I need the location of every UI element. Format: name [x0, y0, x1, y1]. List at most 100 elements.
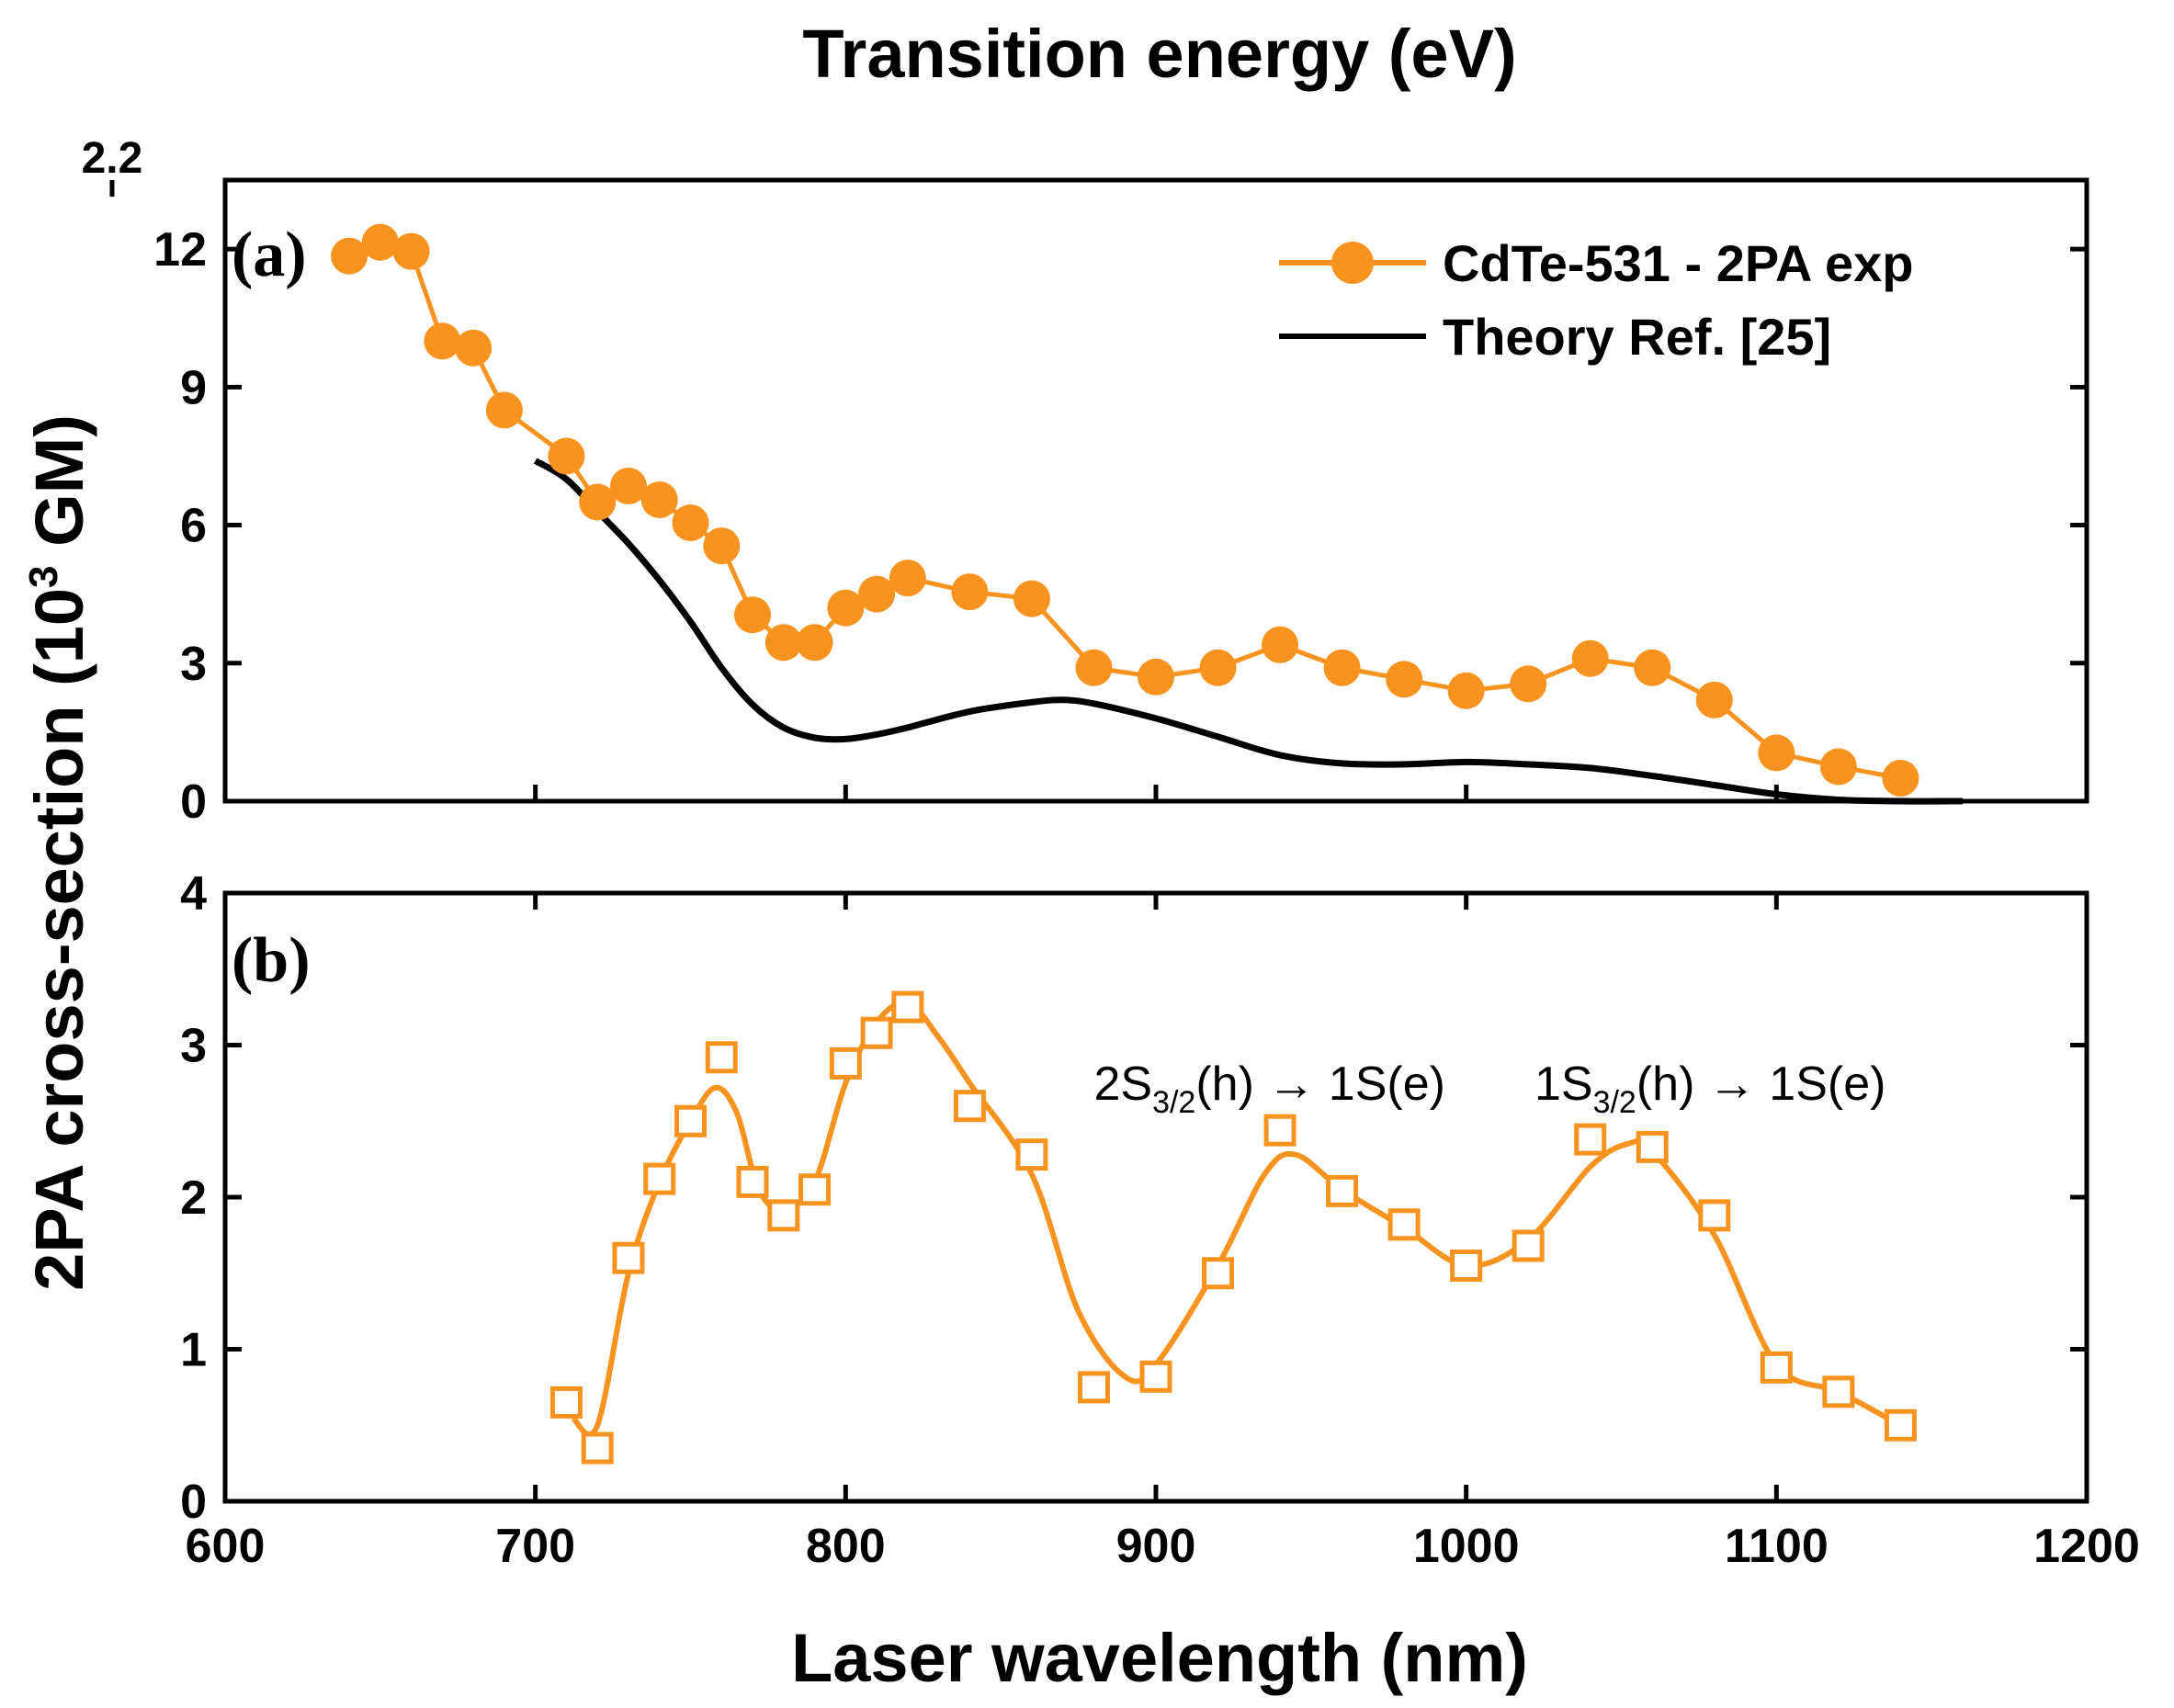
panel-b-label: (b)	[232, 925, 311, 996]
a-y-tick-label: 3	[180, 638, 207, 691]
exp-point	[796, 624, 833, 662]
panel-a-series	[331, 223, 1963, 805]
panel-a: 0 3 6 9 12 (a) CdTe-531 - 2PA exp Theory Ref…	[153, 177, 2089, 829]
b-x-tick-label: 1000	[1413, 1520, 1520, 1573]
data-point-square	[1077, 1371, 1110, 1404]
legend: CdTe-531 - 2PA exp Theory Ref. [25]	[1279, 234, 1913, 366]
legend-exp-label: CdTe-531 - 2PA exp	[1443, 234, 1913, 292]
data-point-square	[1263, 1114, 1296, 1147]
exp-point	[1510, 665, 1547, 703]
b-y-tick-label: 0	[180, 1476, 207, 1529]
b-x-tick-label: 900	[1116, 1520, 1196, 1573]
data-point-square	[1015, 1138, 1048, 1171]
a-y-tick-label: 12	[153, 223, 207, 277]
annotation-subscript: 3/2	[1152, 1085, 1195, 1120]
annotation-arrow: →	[1267, 1058, 1315, 1111]
exp-point	[734, 596, 772, 634]
data-point-square	[1636, 1130, 1669, 1163]
b-y-tick-label: 3	[180, 1020, 207, 1073]
annotation-hole: (h)	[1636, 1058, 1708, 1111]
annotation-target: 1S(e)	[1315, 1058, 1445, 1111]
top-tick-label: 2.2	[82, 134, 143, 183]
b-x-tick-label: 700	[495, 1520, 575, 1573]
data-point-square	[736, 1165, 769, 1198]
exp-point	[1634, 649, 1671, 686]
exp-point	[858, 575, 896, 613]
exp-point	[640, 481, 678, 519]
y-axis-title-exponent: 3	[21, 565, 66, 587]
exp-point	[1386, 661, 1423, 698]
data-point-square	[1202, 1257, 1235, 1290]
data-point-square	[767, 1199, 800, 1232]
exp-point	[1199, 649, 1237, 686]
x-axis-title: Laser wavelength (nm)	[791, 1620, 1528, 1696]
data-point-square	[829, 1046, 862, 1080]
panel-a-label: (a)	[232, 220, 307, 290]
data-point-square	[1387, 1208, 1421, 1241]
b-y-tick-label: 2	[180, 1171, 207, 1225]
panel-b-annotations: 2S3/2(h) → 1S(e) 1S3/2(h) → 1S(e)	[1093, 1058, 1885, 1120]
exp-point	[361, 223, 399, 261]
exp-point	[579, 483, 617, 521]
top-axis-title: Transition energy (eV)	[802, 16, 1516, 92]
data-point-square	[1450, 1249, 1483, 1282]
exp-point	[331, 237, 368, 275]
b-y-tick-label: 1	[180, 1324, 207, 1377]
data-point-square	[705, 1041, 738, 1074]
exp-point	[1447, 672, 1485, 709]
data-point-square	[674, 1104, 707, 1137]
exp-point	[951, 573, 989, 611]
fit-curve	[571, 999, 1902, 1438]
annotation-state: 2S	[1093, 1058, 1152, 1111]
a-y-tick-label: 9	[180, 361, 207, 414]
panel-b-frame	[222, 890, 2089, 1504]
exp-point	[1138, 658, 1174, 696]
panel-b-ticks: 0 1 2 3 4 600 700 800 900 1000 1100 1200	[180, 867, 2140, 1573]
data-point-square	[953, 1090, 986, 1123]
exp-point	[703, 527, 741, 565]
data-point-square	[860, 1016, 893, 1049]
exp-point	[609, 467, 647, 504]
exp-point	[392, 232, 430, 270]
y-axis-title-tail: GM)	[21, 414, 97, 565]
data-point-square	[1822, 1375, 1855, 1408]
data-point-square	[1326, 1174, 1359, 1207]
exp-point	[1571, 639, 1609, 677]
data-point-square	[549, 1386, 583, 1419]
a-y-tick-label: 6	[180, 500, 207, 553]
b-x-tick-label: 1100	[1725, 1520, 1829, 1573]
exp-point	[1013, 580, 1050, 617]
exp-point	[764, 624, 802, 662]
legend-exp-marker	[1331, 242, 1374, 284]
b-x-tick-label: 600	[186, 1520, 266, 1573]
top-energy-axis: 43.83.63.43.232.82.62.42.2	[82, 134, 143, 197]
data-point-square	[643, 1162, 676, 1195]
annotation-target: 1S(e)	[1756, 1058, 1886, 1111]
data-point-square	[1760, 1351, 1793, 1384]
data-point-square	[1884, 1408, 1917, 1442]
annotation-hole: (h)	[1195, 1058, 1267, 1111]
exp-point	[1075, 649, 1113, 686]
panel-b-series	[549, 990, 1917, 1465]
exp-point	[827, 589, 865, 627]
annotation-arrow: →	[1708, 1058, 1756, 1111]
data-point-square	[1139, 1360, 1172, 1393]
annotation-state: 1S	[1534, 1058, 1593, 1111]
exp-point	[548, 437, 585, 475]
data-point-square	[1512, 1229, 1545, 1262]
annotation-subscript: 3/2	[1593, 1085, 1636, 1120]
data-point-square	[798, 1173, 832, 1206]
exp-point	[485, 391, 523, 429]
exp-point	[424, 322, 461, 360]
transition-annotation: 2S3/2(h) → 1S(e)	[1093, 1058, 1444, 1120]
data-point-square	[1698, 1199, 1731, 1232]
a-y-tick-label: 0	[180, 775, 207, 829]
theory-curve	[533, 458, 1963, 805]
exp-point	[889, 560, 926, 597]
transition-annotation: 1S3/2(h) → 1S(e)	[1534, 1058, 1885, 1120]
panel-a-ticks: 0 3 6 9 12	[153, 223, 2089, 829]
exp-point	[1695, 681, 1733, 718]
data-point-square	[891, 990, 924, 1024]
exp-point	[1758, 734, 1795, 772]
